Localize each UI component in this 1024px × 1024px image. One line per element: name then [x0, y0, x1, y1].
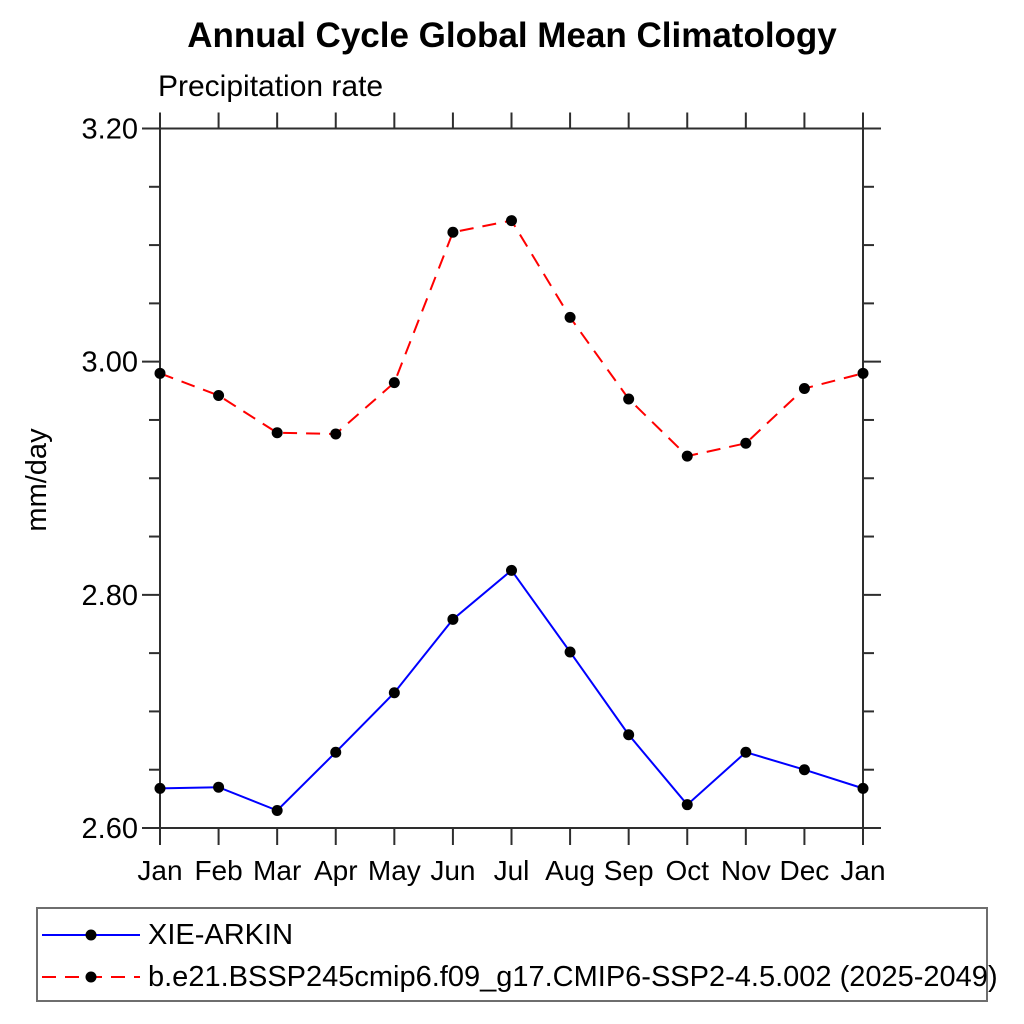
- data-point: [506, 215, 517, 227]
- data-point: [798, 764, 810, 776]
- data-point: [388, 687, 400, 699]
- data-point: [388, 377, 400, 389]
- x-tick-label: Jan: [840, 855, 885, 886]
- x-tick-label: Aug: [545, 855, 595, 886]
- data-point: [271, 427, 283, 439]
- data-point: [681, 799, 693, 811]
- data-point: [857, 367, 869, 379]
- data-point: [447, 613, 459, 625]
- y-tick-label: 3.20: [82, 114, 138, 146]
- data-point: [330, 746, 342, 758]
- data-point: [681, 450, 693, 462]
- data-point: [798, 382, 810, 394]
- legend-box: XIE-ARKIN b.e21.BSSP245cmip6.f09_g17.CMI…: [36, 907, 998, 1002]
- y-tick-label: 2.80: [82, 580, 138, 612]
- legend-line-sample-dashed: [42, 971, 140, 983]
- series-line-1: [159, 219, 864, 458]
- data-point: [740, 746, 752, 758]
- x-tick-label: Nov: [721, 855, 771, 886]
- data-point: [154, 782, 166, 794]
- chart-title: Annual Cycle Global Mean Climatology: [187, 16, 837, 55]
- data-point: [623, 393, 635, 405]
- data-point: [564, 311, 576, 323]
- x-tick-label: May: [368, 855, 421, 886]
- data-point: [506, 564, 517, 576]
- y-tick-label: 2.60: [82, 813, 138, 845]
- series-line-0: [159, 568, 864, 812]
- x-tick-label: Apr: [314, 855, 358, 886]
- x-tick-label: Sep: [604, 855, 654, 886]
- y-axis-label: mm/day: [21, 428, 53, 532]
- data-point: [154, 367, 166, 379]
- legend-item-xie-arkin: XIE-ARKIN: [40, 919, 293, 951]
- data-point: [623, 729, 635, 741]
- data-point: [213, 781, 225, 793]
- x-tick-label: Jan: [137, 855, 182, 886]
- x-tick-label: Dec: [780, 855, 830, 886]
- data-point: [271, 805, 283, 817]
- data-point: [330, 428, 342, 440]
- chart-subtitle: Precipitation rate: [158, 70, 384, 103]
- x-tick-label: Mar: [253, 855, 301, 886]
- x-tick-label: Jun: [430, 855, 475, 886]
- legend-marker-dot-icon: [85, 971, 97, 983]
- legend-label-xie-arkin: XIE-ARKIN: [148, 918, 294, 951]
- data-point: [740, 437, 752, 449]
- x-tick-label: Jul: [494, 855, 530, 886]
- data-point: [857, 782, 869, 794]
- data-point: [213, 389, 225, 401]
- data-point: [447, 226, 459, 238]
- x-tick-label: Feb: [194, 855, 242, 886]
- data-point: [564, 646, 576, 658]
- legend-item-model-run: b.e21.BSSP245cmip6.f09_g17.CMIP6-SSP2-4.…: [40, 961, 998, 993]
- legend-line-sample-solid: [42, 929, 140, 941]
- plot-area: Jan Feb Mar Apr May Jun Jul Aug Sep Oct Nov Dec Jan 2…: [21, 112, 886, 886]
- legend-label-model-run: b.e21.BSSP245cmip6.f09_g17.CMIP6-SSP2-4.…: [148, 960, 998, 993]
- x-tick-label: Oct: [665, 855, 709, 886]
- y-tick-label: 3.00: [82, 347, 138, 379]
- legend-marker-dot-icon: [85, 929, 97, 941]
